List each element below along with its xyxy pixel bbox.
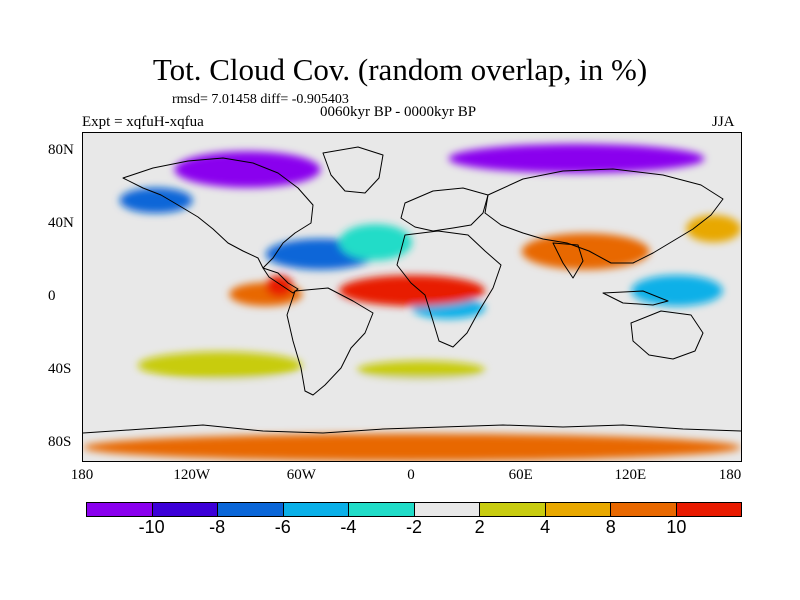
colorbar-label: 8: [605, 517, 616, 537]
coastline-australia: [630, 310, 704, 360]
lat-tick-label: 40S: [48, 360, 72, 377]
coastline-indonesia: [602, 290, 669, 306]
lon-tick-label: 180: [70, 467, 94, 483]
lat-tick-label: 0: [48, 288, 56, 304]
lat-tick-label: 80N: [48, 142, 74, 159]
colorbar: [86, 502, 742, 517]
coastline-india: [552, 242, 584, 279]
lon-tick-label: 0: [407, 467, 415, 483]
colorbar-bin-0: [87, 503, 153, 516]
period-label: 0060kyr BP - 0000kyr BP: [320, 104, 477, 120]
coastlines: [83, 146, 741, 434]
anomaly-region-10: [686, 215, 741, 243]
coastline-greenland: [322, 146, 384, 194]
anomaly-region-6: [338, 224, 412, 261]
colorbar-bin-6: [480, 503, 546, 516]
colorbar-label: -10: [138, 517, 165, 537]
lat-tick-label: 80S: [48, 433, 72, 450]
coastline-africa: [396, 230, 502, 348]
colorbar-label: 2: [474, 517, 485, 537]
anomaly-region-14: [265, 275, 294, 297]
lon-tick-label: 120E: [614, 467, 647, 483]
colorbar-label: -2: [405, 517, 422, 537]
anomaly-region-9: [357, 360, 486, 379]
colorbar-bin-9: [676, 503, 741, 516]
anomaly-region-4: [631, 275, 723, 307]
anomaly-region-3: [119, 187, 193, 214]
experiment-label: Expt = xqfuH-xqfua: [82, 114, 204, 130]
colorbar-bin-4: [349, 503, 415, 516]
anomaly-map: [83, 143, 741, 461]
stats-label: rmsd= 7.01458 diff= -0.905403: [172, 92, 349, 107]
colorbar-label: -4: [340, 517, 357, 537]
colorbar-bin-2: [218, 503, 284, 516]
coastline-europe: [400, 187, 489, 232]
plot-title: Tot. Cloud Cov. (random overlap, in %): [152, 52, 648, 87]
colorbar-label: -8: [209, 517, 226, 537]
season-label: JJA: [712, 114, 735, 130]
coastline-asia: [484, 168, 724, 264]
colorbar-label: 10: [666, 517, 687, 537]
colorbar-bin-8: [611, 503, 677, 516]
anomaly-region-7: [83, 379, 741, 407]
anomaly-field: [83, 143, 741, 461]
lon-tick-label: 120W: [173, 467, 210, 483]
anomaly-region-8: [137, 351, 303, 379]
lon-tick-label: 60E: [508, 467, 533, 483]
lat-tick-label: 40N: [48, 215, 74, 232]
anomaly-region-15: [83, 433, 741, 461]
colorbar-bin-7: [545, 503, 611, 516]
anomaly-region-12: [521, 233, 650, 270]
colorbar-bin-5: [414, 503, 480, 516]
lon-tick-label: 180: [718, 467, 742, 483]
anomaly-region-13: [338, 275, 486, 307]
colorbar-label: -6: [274, 517, 291, 537]
anomaly-region-0: [174, 151, 321, 188]
colorbar-bin-1: [152, 503, 218, 516]
lon-tick-label: 60W: [286, 467, 316, 483]
coastline-north-america: [122, 157, 314, 269]
coastline-antarctica: [83, 424, 741, 434]
colorbar-label: 4: [540, 517, 551, 537]
coastline-south-america: [286, 287, 374, 396]
colorbar-bin-3: [283, 503, 349, 516]
map-panel: [82, 132, 742, 462]
anomaly-region-1: [448, 143, 705, 174]
